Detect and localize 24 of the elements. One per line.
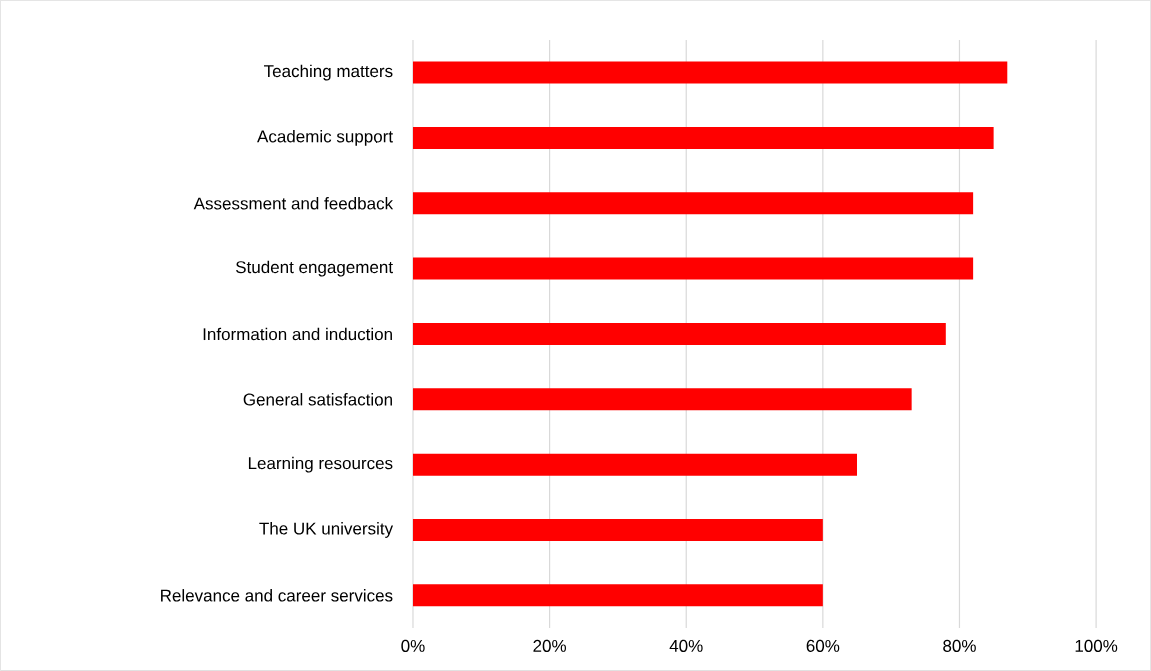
y-tick-label: Student engagement xyxy=(236,260,393,277)
x-tick-label: 80% xyxy=(943,639,976,652)
y-tick-label: Academic support xyxy=(257,130,393,146)
y-tick-label: The UK university xyxy=(259,522,394,538)
y-tick-label: Information and induction xyxy=(203,327,392,341)
bar xyxy=(412,519,823,542)
bar xyxy=(412,453,857,476)
bar xyxy=(412,257,974,280)
bar xyxy=(412,126,994,149)
y-tick-label: Learning resources xyxy=(248,456,393,473)
x-tick-label: 0% xyxy=(401,639,425,652)
y-tick-label: General satisfaction xyxy=(243,393,392,406)
y-tick-label: Relevance and career services xyxy=(161,589,393,602)
y-tick-label: Assessment and feedback xyxy=(193,197,394,210)
x-tick-label: 40% xyxy=(669,639,703,652)
y-tick-label: Teaching matters xyxy=(264,64,393,81)
bar xyxy=(412,388,912,411)
x-tick-label: 20% xyxy=(533,639,566,652)
bar xyxy=(412,192,974,215)
bar xyxy=(412,323,946,346)
bar xyxy=(412,584,823,607)
bar xyxy=(412,61,1008,84)
x-tick-label: 60% xyxy=(806,639,840,652)
x-tick-label: 100% xyxy=(1075,639,1118,652)
